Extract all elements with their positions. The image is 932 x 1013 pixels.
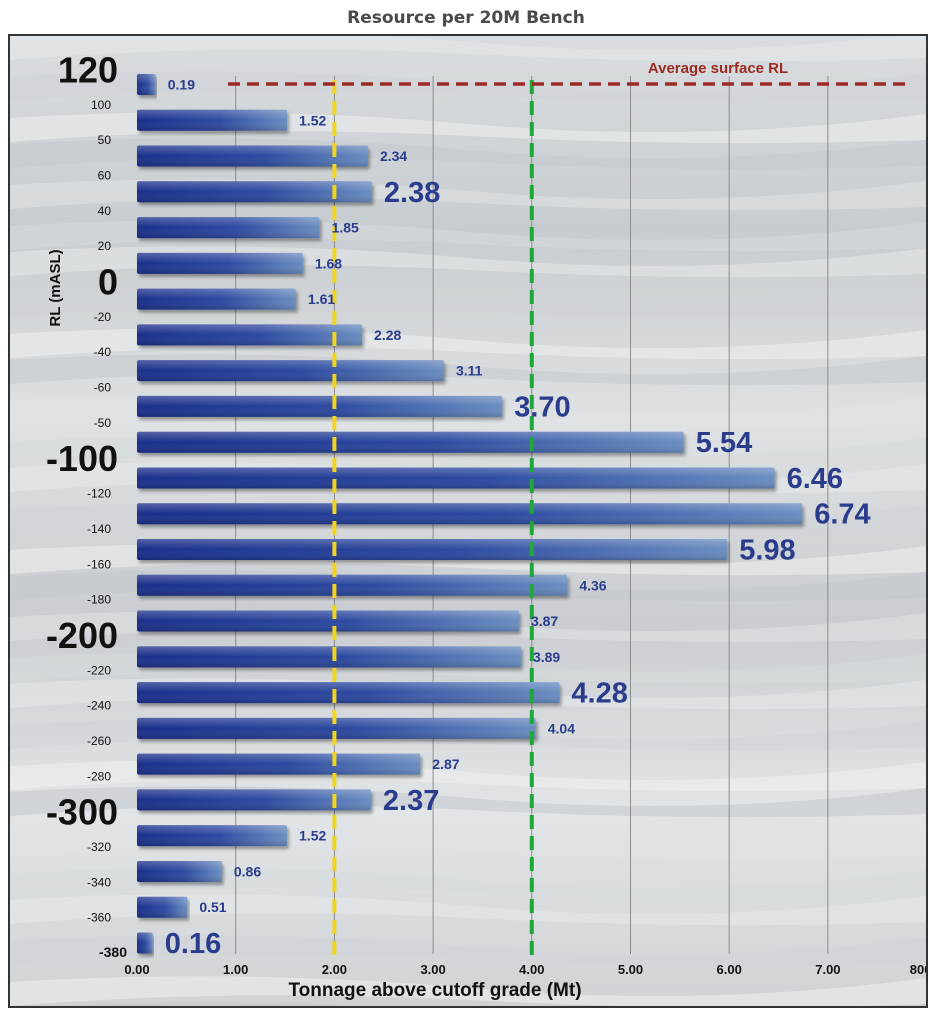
bar bbox=[137, 860, 222, 882]
labels: 0.19 1.52 2.34 2.38 1.85 1.68 1.61 2.28 3.11 3.70… bbox=[46, 50, 926, 978]
y-tick-label: 100 bbox=[91, 98, 111, 112]
bar-value-label: 2.34 bbox=[380, 148, 407, 164]
bar bbox=[137, 610, 519, 632]
y-tick-label: -40 bbox=[94, 345, 112, 359]
bar-value-label: 2.37 bbox=[383, 785, 439, 817]
bar-value-label: 0.19 bbox=[168, 77, 195, 93]
y-tick-label: 50 bbox=[98, 133, 112, 147]
bar bbox=[137, 109, 288, 131]
bar-value-label: 5.98 bbox=[739, 535, 795, 567]
y-tick-label: -200 bbox=[46, 615, 118, 656]
x-tick-label: 0.00 bbox=[124, 962, 149, 977]
bar-value-label: 3.87 bbox=[531, 613, 558, 629]
bars bbox=[137, 74, 803, 954]
y-tick-label: -220 bbox=[87, 663, 111, 677]
y-tick-label: -240 bbox=[87, 699, 111, 713]
bar bbox=[137, 467, 775, 489]
y-tick-label: -380 bbox=[99, 944, 127, 960]
bar bbox=[137, 539, 728, 561]
y-tick-label: -280 bbox=[87, 769, 111, 783]
y-tick-label: 120 bbox=[58, 50, 118, 91]
bar bbox=[137, 395, 503, 417]
y-axis-label: RL (mASL) bbox=[47, 249, 64, 326]
x-tick-label: 4.00 bbox=[519, 962, 544, 977]
bar-value-label: 0.16 bbox=[165, 928, 221, 960]
bar-value-label: 0.86 bbox=[234, 863, 261, 879]
bar bbox=[137, 753, 421, 775]
bar bbox=[137, 360, 444, 382]
y-tick-label: -320 bbox=[87, 840, 111, 854]
bar-value-label: 3.11 bbox=[456, 363, 483, 379]
bar bbox=[137, 646, 521, 668]
y-tick-label: -160 bbox=[87, 557, 111, 571]
bar bbox=[137, 896, 188, 918]
bar-value-label: 3.70 bbox=[514, 391, 570, 423]
bar bbox=[137, 252, 303, 274]
x-tick-label: 800 bbox=[910, 962, 926, 977]
bar bbox=[137, 682, 560, 704]
bar bbox=[137, 288, 296, 310]
y-tick-label: -300 bbox=[46, 792, 118, 833]
bar bbox=[137, 217, 320, 239]
bar-value-label: 6.74 bbox=[814, 499, 870, 531]
y-tick-label: -50 bbox=[94, 416, 112, 430]
y-tick-label: -100 bbox=[46, 438, 118, 479]
y-tick-label: -60 bbox=[94, 381, 112, 395]
x-axis-label: Tonnage above cutoff grade (Mt) bbox=[288, 980, 581, 1001]
y-tick-label: 60 bbox=[98, 169, 112, 183]
x-tick-label: 3.00 bbox=[420, 962, 445, 977]
bar bbox=[137, 574, 568, 596]
bar-value-label: 1.52 bbox=[299, 828, 326, 844]
annotation-average-surface-rl: Average surface RL bbox=[648, 60, 788, 77]
bar-value-label: 4.28 bbox=[571, 678, 627, 710]
bar bbox=[137, 717, 536, 739]
x-tick-label: 6.00 bbox=[717, 962, 742, 977]
bar bbox=[137, 789, 371, 811]
bar bbox=[137, 431, 684, 453]
x-tick-label: 7.00 bbox=[815, 962, 840, 977]
y-tick-label: 0 bbox=[98, 262, 118, 303]
y-tick-label: 20 bbox=[98, 239, 112, 253]
bar-value-label: 1.68 bbox=[315, 255, 342, 271]
plot-frame: 0.19 1.52 2.34 2.38 1.85 1.68 1.61 2.28 3.11 3.70… bbox=[8, 34, 928, 1008]
bar-value-label: 5.54 bbox=[696, 427, 752, 459]
bar-value-label: 2.87 bbox=[432, 756, 459, 772]
y-tick-label: -260 bbox=[87, 734, 111, 748]
bar bbox=[137, 503, 803, 525]
bar bbox=[137, 324, 363, 346]
bar bbox=[137, 932, 153, 954]
chart-title: Resource per 20M Bench bbox=[347, 8, 585, 28]
y-tick-label: -340 bbox=[87, 875, 111, 889]
bar bbox=[137, 825, 288, 847]
bar bbox=[137, 145, 368, 167]
y-tick-label: -20 bbox=[94, 310, 112, 324]
y-tick-label: -140 bbox=[87, 522, 111, 536]
bar bbox=[137, 181, 372, 203]
bar-value-label: 4.36 bbox=[579, 577, 606, 593]
bar-value-label: 1.61 bbox=[308, 291, 335, 307]
y-tick-label: -180 bbox=[87, 593, 111, 607]
chart-svg: 0.19 1.52 2.34 2.38 1.85 1.68 1.61 2.28 3.11 3.70… bbox=[10, 36, 926, 1006]
x-tick-label: 5.00 bbox=[618, 962, 643, 977]
bar-value-label: 1.52 bbox=[299, 112, 326, 128]
bar-value-label: 4.04 bbox=[548, 720, 575, 736]
bar-value-label: 0.51 bbox=[199, 899, 226, 915]
y-tick-label: -120 bbox=[87, 487, 111, 501]
bar-value-label: 1.85 bbox=[332, 220, 359, 236]
y-tick-label: -360 bbox=[87, 911, 111, 925]
bar-value-label: 2.38 bbox=[384, 177, 440, 209]
bar-value-label: 3.89 bbox=[533, 649, 560, 665]
y-tick-label: 40 bbox=[98, 204, 112, 218]
x-tick-label: 1.00 bbox=[223, 962, 248, 977]
bar bbox=[137, 74, 156, 95]
bar-value-label: 2.28 bbox=[374, 327, 401, 343]
bar-value-label: 6.46 bbox=[787, 463, 843, 495]
x-tick-label: 2.00 bbox=[322, 962, 347, 977]
